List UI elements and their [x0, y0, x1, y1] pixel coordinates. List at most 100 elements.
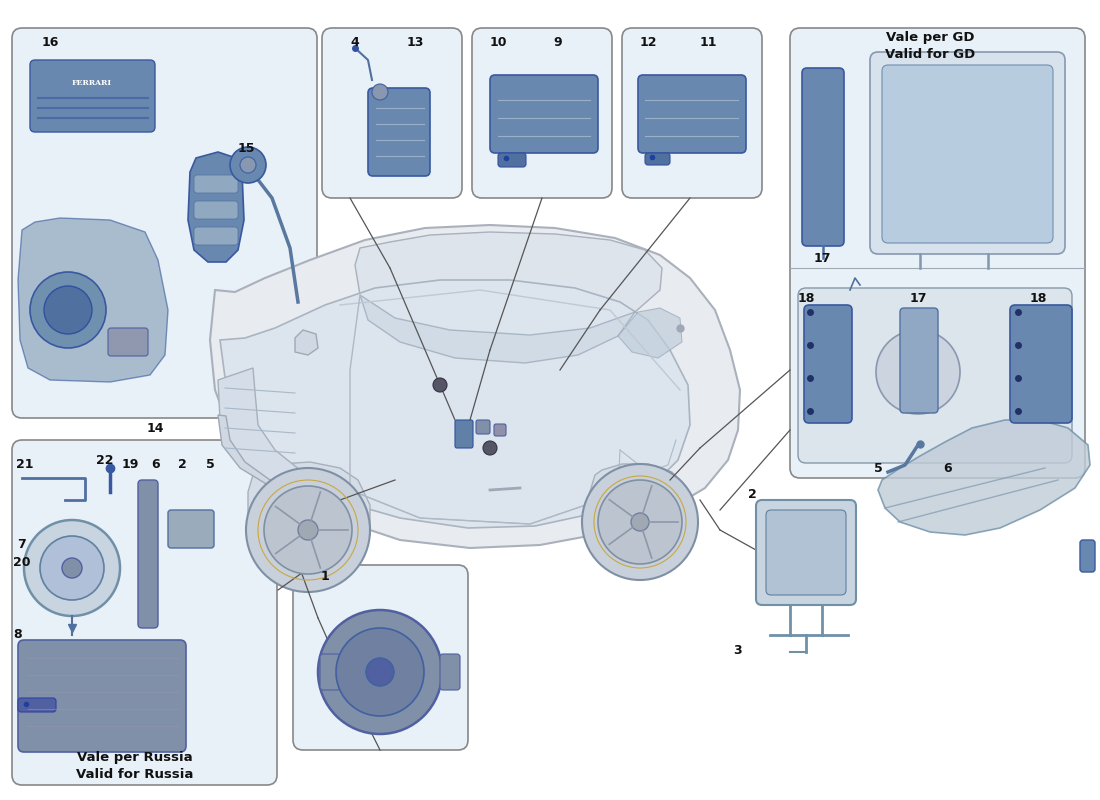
Text: 11: 11 [700, 35, 717, 49]
FancyBboxPatch shape [1080, 540, 1094, 572]
Polygon shape [220, 280, 690, 528]
FancyBboxPatch shape [138, 480, 158, 628]
Text: 6: 6 [152, 458, 161, 471]
Text: europäische
auto parts
since 1985: europäische auto parts since 1985 [367, 369, 673, 511]
Text: 15: 15 [238, 142, 255, 154]
FancyBboxPatch shape [18, 698, 56, 712]
Text: FERRARI: FERRARI [72, 79, 112, 87]
Text: 22: 22 [97, 454, 113, 466]
Circle shape [62, 558, 82, 578]
Text: 9: 9 [553, 35, 562, 49]
FancyBboxPatch shape [1010, 305, 1072, 423]
FancyBboxPatch shape [440, 654, 460, 690]
Circle shape [372, 84, 388, 100]
Text: 4: 4 [351, 35, 360, 49]
FancyBboxPatch shape [293, 565, 468, 750]
FancyBboxPatch shape [168, 510, 214, 548]
FancyBboxPatch shape [322, 28, 462, 198]
Polygon shape [210, 225, 740, 548]
FancyBboxPatch shape [802, 68, 844, 246]
Polygon shape [218, 415, 308, 495]
Text: Valid for Russia: Valid for Russia [76, 767, 194, 781]
Circle shape [298, 520, 318, 540]
Polygon shape [355, 232, 662, 335]
FancyBboxPatch shape [476, 420, 490, 434]
FancyBboxPatch shape [455, 420, 473, 448]
Text: 3: 3 [734, 643, 742, 657]
Text: 19: 19 [121, 458, 139, 471]
Text: 7: 7 [18, 538, 26, 551]
Circle shape [582, 464, 698, 580]
FancyBboxPatch shape [804, 305, 853, 423]
Text: 17: 17 [813, 251, 830, 265]
Text: 14: 14 [146, 422, 164, 434]
Polygon shape [360, 295, 635, 363]
Text: 2: 2 [177, 458, 186, 471]
Text: 13: 13 [406, 35, 424, 49]
Circle shape [264, 486, 352, 574]
Text: Vale per Russia: Vale per Russia [77, 751, 192, 765]
Text: 5: 5 [206, 458, 214, 471]
Circle shape [40, 536, 104, 600]
Text: 8: 8 [13, 629, 22, 642]
Polygon shape [218, 368, 300, 492]
FancyBboxPatch shape [870, 52, 1065, 254]
Circle shape [240, 157, 256, 173]
Text: 18: 18 [1030, 291, 1047, 305]
Text: 16: 16 [42, 35, 58, 49]
Circle shape [433, 378, 447, 392]
Text: 12: 12 [639, 35, 657, 49]
Polygon shape [588, 464, 692, 576]
Polygon shape [188, 152, 244, 262]
Text: 1: 1 [320, 570, 329, 582]
Circle shape [598, 480, 682, 564]
FancyBboxPatch shape [320, 654, 340, 690]
Polygon shape [18, 218, 168, 382]
FancyBboxPatch shape [368, 88, 430, 176]
FancyBboxPatch shape [12, 28, 317, 418]
FancyBboxPatch shape [498, 153, 526, 167]
Circle shape [44, 286, 92, 334]
Circle shape [30, 272, 106, 348]
FancyBboxPatch shape [490, 75, 598, 153]
Text: Valid for GD: Valid for GD [884, 47, 975, 61]
FancyBboxPatch shape [882, 65, 1053, 243]
Circle shape [24, 520, 120, 616]
FancyBboxPatch shape [756, 500, 856, 605]
FancyBboxPatch shape [494, 424, 506, 436]
FancyBboxPatch shape [472, 28, 612, 198]
FancyBboxPatch shape [194, 201, 238, 219]
FancyBboxPatch shape [30, 60, 155, 132]
Polygon shape [618, 308, 682, 358]
FancyBboxPatch shape [798, 288, 1072, 463]
Circle shape [876, 330, 960, 414]
Text: 5: 5 [873, 462, 882, 474]
Text: Vale per GD: Vale per GD [886, 31, 975, 45]
Text: 20: 20 [13, 555, 31, 569]
FancyBboxPatch shape [194, 175, 238, 193]
Circle shape [246, 468, 370, 592]
FancyBboxPatch shape [621, 28, 762, 198]
Text: 10: 10 [490, 35, 507, 49]
Polygon shape [295, 330, 318, 355]
FancyBboxPatch shape [194, 227, 238, 245]
FancyBboxPatch shape [638, 75, 746, 153]
Polygon shape [878, 420, 1090, 535]
FancyBboxPatch shape [12, 440, 277, 785]
Circle shape [366, 658, 394, 686]
Text: 18: 18 [798, 291, 815, 305]
Polygon shape [248, 462, 370, 580]
FancyBboxPatch shape [108, 328, 148, 356]
Text: 21: 21 [16, 458, 34, 471]
Text: 6: 6 [944, 462, 953, 474]
FancyBboxPatch shape [900, 308, 938, 413]
FancyBboxPatch shape [18, 640, 186, 752]
Circle shape [336, 628, 424, 716]
Circle shape [230, 147, 266, 183]
FancyBboxPatch shape [645, 153, 670, 165]
Text: 2: 2 [748, 489, 757, 502]
Circle shape [631, 513, 649, 531]
FancyBboxPatch shape [766, 510, 846, 595]
Circle shape [318, 610, 442, 734]
Circle shape [483, 441, 497, 455]
